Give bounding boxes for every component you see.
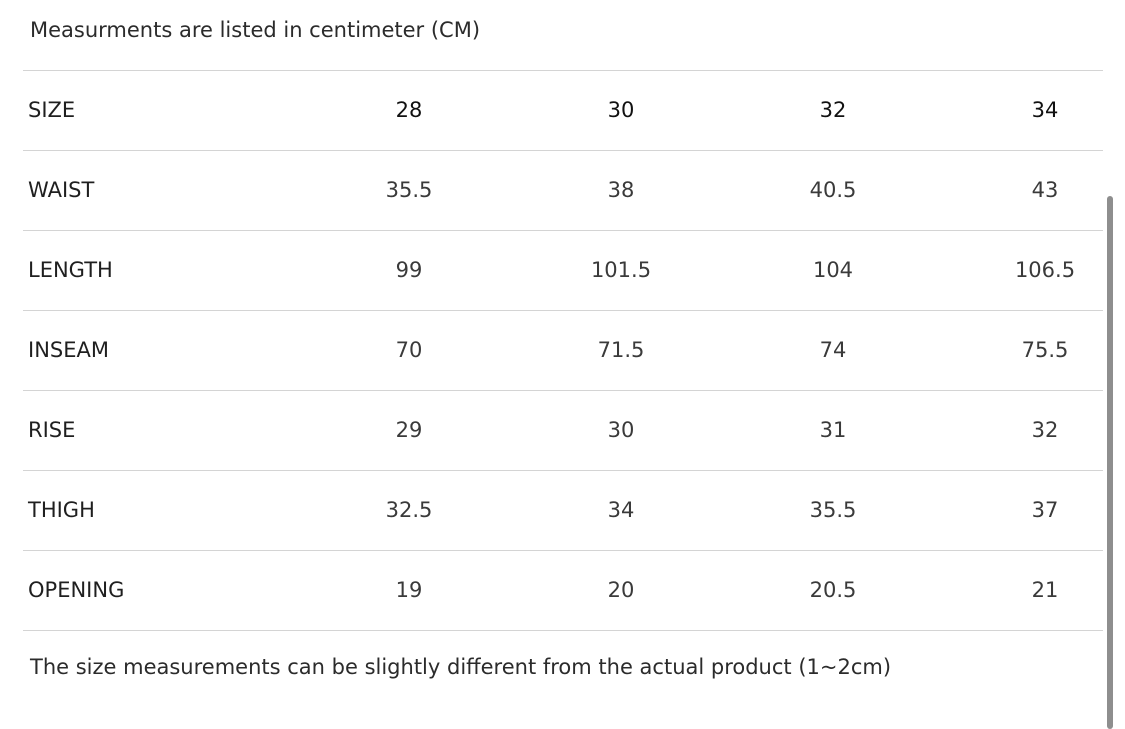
table-cell: 74 (819, 338, 847, 362)
measurement-unit-note: Measurments are listed in centimeter (CM… (30, 18, 481, 42)
table-cell: 40.5 (809, 178, 857, 202)
row-label-length: LENGTH (28, 258, 113, 282)
table-cell: 32.5 (385, 498, 433, 522)
size-header-cell: 34 (1031, 98, 1059, 122)
row-label-inseam: INSEAM (28, 338, 109, 362)
table-cell: 29 (395, 418, 423, 442)
table-cell: 21 (1031, 578, 1059, 602)
row-label-rise: RISE (28, 418, 76, 442)
table-cell: 71.5 (597, 338, 645, 362)
table-cell: 19 (395, 578, 423, 602)
table-cell: 32 (1031, 418, 1059, 442)
table-row-length: LENGTH 99 101.5 104 106.5 (23, 231, 1103, 311)
size-disclaimer-note: The size measurements can be slightly di… (30, 655, 892, 679)
size-header-cell: 28 (395, 98, 423, 122)
table-cell: 106.5 (1014, 258, 1076, 282)
table-cell: 20.5 (809, 578, 857, 602)
row-label-waist: WAIST (28, 178, 95, 202)
table-row-waist: WAIST 35.5 38 40.5 43 (23, 151, 1103, 231)
vertical-scrollbar[interactable] (1107, 196, 1113, 729)
table-row-rise: RISE 29 30 31 32 (23, 391, 1103, 471)
table-cell: 75.5 (1021, 338, 1069, 362)
table-cell: 104 (812, 258, 854, 282)
table-cell: 35.5 (809, 498, 857, 522)
size-table: SIZE 28 30 32 34 WAIST 35.5 38 40.5 43 L… (23, 70, 1103, 631)
table-cell: 34 (607, 498, 635, 522)
row-label-thigh: THIGH (28, 498, 95, 522)
table-cell: 99 (395, 258, 423, 282)
table-cell: 70 (395, 338, 423, 362)
size-header-cell: 32 (819, 98, 847, 122)
table-cell: 20 (607, 578, 635, 602)
table-row-opening: OPENING 19 20 20.5 21 (23, 551, 1103, 631)
table-cell: 35.5 (385, 178, 433, 202)
table-row-inseam: INSEAM 70 71.5 74 75.5 (23, 311, 1103, 391)
table-cell: 31 (819, 418, 847, 442)
table-cell: 30 (607, 418, 635, 442)
table-cell: 101.5 (590, 258, 652, 282)
table-cell: 43 (1031, 178, 1059, 202)
size-header-cell: 30 (607, 98, 635, 122)
table-row-thigh: THIGH 32.5 34 35.5 37 (23, 471, 1103, 551)
row-label-opening: OPENING (28, 578, 125, 602)
table-cell: 37 (1031, 498, 1059, 522)
table-header-row: SIZE 28 30 32 34 (23, 71, 1103, 151)
table-cell: 38 (607, 178, 635, 202)
row-label-size: SIZE (28, 98, 76, 122)
